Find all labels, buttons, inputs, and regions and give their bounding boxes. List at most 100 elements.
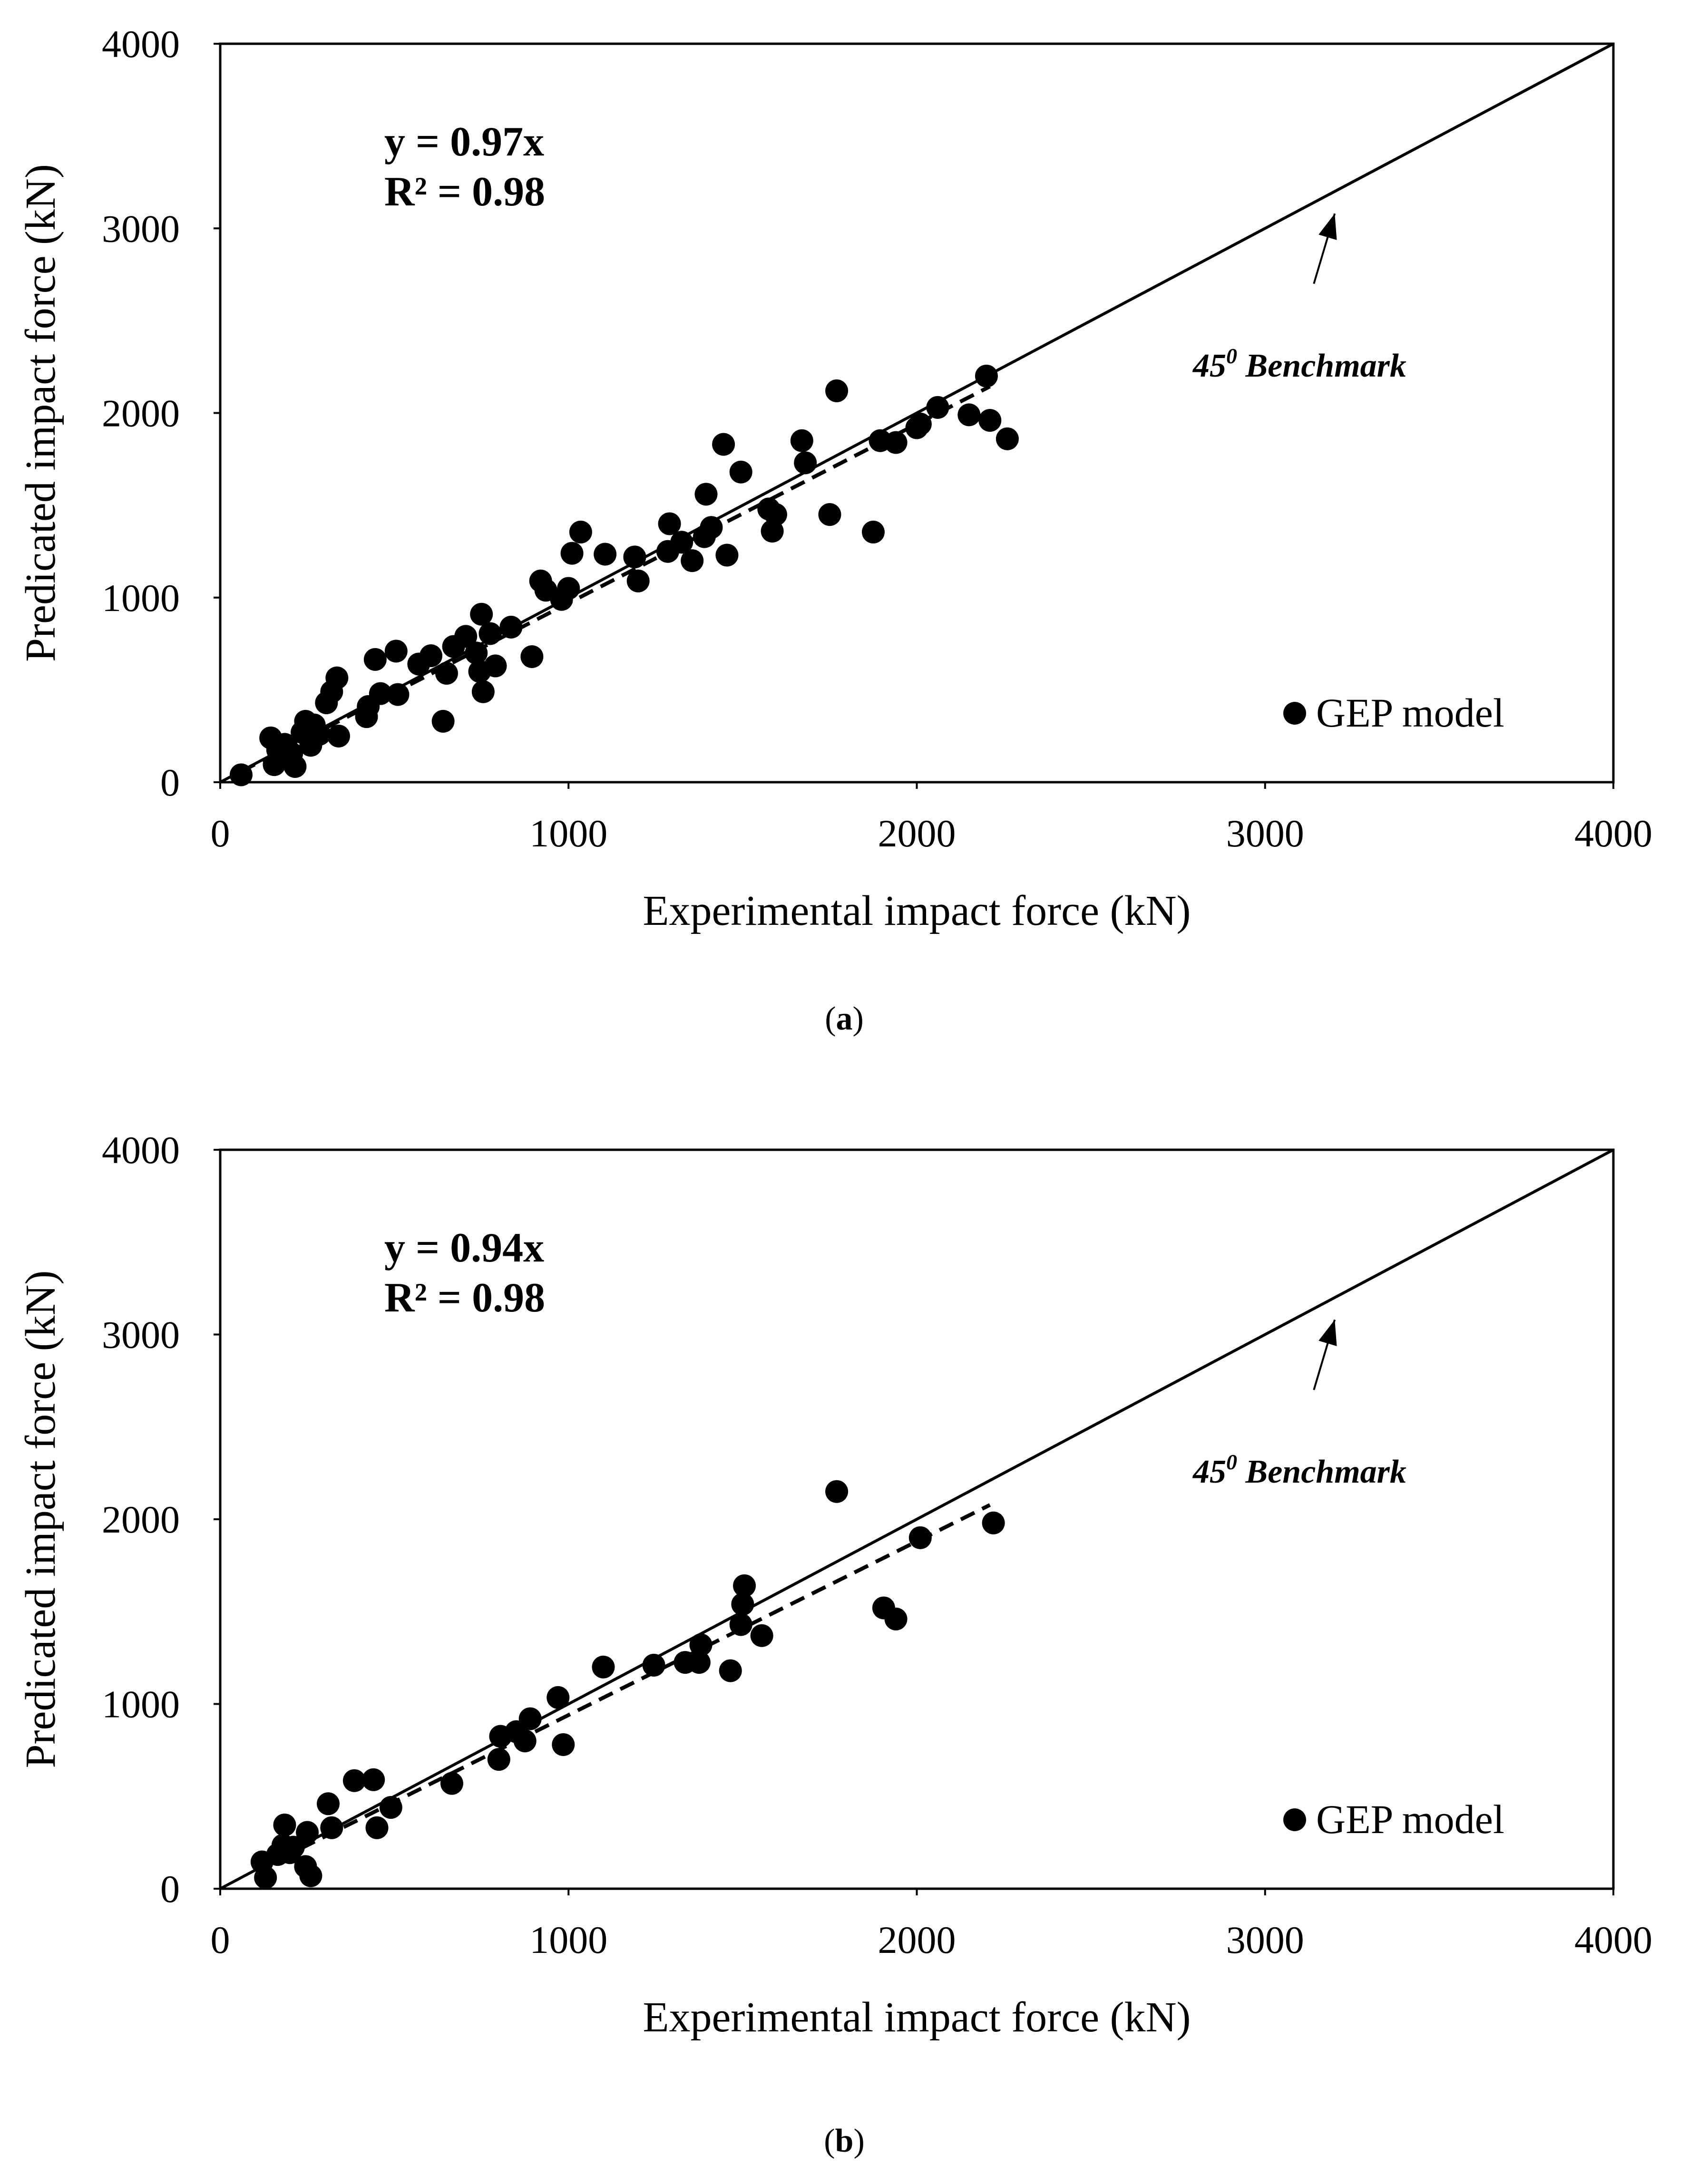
y-tick-label: 3000 (102, 1313, 180, 1357)
data-point (283, 755, 307, 778)
legend-label: GEP model (1316, 690, 1504, 736)
data-point (520, 645, 544, 668)
caption-open-paren: ( (824, 2123, 835, 2159)
data-point (299, 1864, 322, 1887)
y-tick-label: 0 (160, 761, 180, 804)
data-point (484, 654, 507, 678)
x-axis-label: Experimental impact force (kN) (643, 887, 1191, 934)
x-tick-label: 1000 (529, 812, 607, 855)
data-point (712, 433, 735, 456)
data-point (884, 1607, 908, 1631)
data-point (825, 379, 849, 402)
benchmark-label-number: 45 (1192, 348, 1226, 384)
data-point (518, 1707, 542, 1730)
data-point (626, 569, 650, 592)
data-point (926, 396, 949, 419)
data-point (557, 577, 580, 600)
data-point (362, 1768, 385, 1791)
data-point (729, 1613, 752, 1636)
data-point (369, 682, 392, 705)
reference-line-45deg (219, 42, 1614, 784)
x-axis-label: Experimental impact force (kN) (643, 1994, 1191, 2041)
data-point (379, 1796, 402, 1819)
data-point (978, 409, 1002, 432)
data-point (499, 615, 523, 639)
x-tick-label: 3000 (1226, 1918, 1304, 1961)
data-point (470, 602, 493, 626)
data-point (687, 1651, 711, 1674)
data-point (513, 1729, 537, 1753)
data-point (273, 1813, 296, 1836)
data-point (658, 512, 681, 535)
data-point (365, 1816, 389, 1839)
panel-caption: (b) (824, 2123, 865, 2159)
x-tick-label: 2000 (878, 812, 956, 855)
trendline-dashed (257, 1503, 991, 1872)
y-tick-label: 1000 (102, 1683, 180, 1726)
y-axis-label: Predicated impact force (kN) (17, 1271, 64, 1768)
data-point (996, 427, 1019, 450)
data-point (975, 364, 998, 388)
data-point (719, 1659, 742, 1682)
x-tick-label: 1000 (529, 1918, 607, 1961)
data-point (384, 640, 408, 663)
caption-close-paren: ) (853, 1000, 864, 1037)
data-point (908, 1526, 932, 1549)
benchmark-arrowhead (1318, 1320, 1337, 1346)
data-point (592, 1655, 615, 1679)
data-point (327, 724, 350, 747)
caption-letter: b (835, 2123, 854, 2159)
data-point (670, 531, 693, 554)
trendline-dashed (240, 385, 991, 773)
data-point (569, 520, 592, 544)
y-tick-label: 3000 (102, 207, 180, 250)
data-point (229, 763, 253, 786)
chart-panel-a: 0 1000 2000 3000 4000 0 1000 2000 3000 4000 Experi… (17, 22, 1652, 1037)
legend-marker (1283, 1808, 1306, 1831)
y-tick-label: 2000 (102, 1498, 180, 1541)
x-tick-label: 4000 (1574, 1918, 1652, 1961)
data-point (560, 542, 584, 565)
data-point (715, 544, 739, 567)
data-point (386, 683, 410, 706)
benchmark-label-text: Benchmark (1237, 348, 1406, 384)
r-squared-label: R² = 0.98 (384, 169, 545, 215)
benchmark-label-text: Benchmark (1237, 1454, 1406, 1490)
data-point (478, 622, 502, 645)
benchmark-arrowhead (1318, 214, 1337, 240)
legend-marker (1283, 702, 1306, 725)
data-point (818, 503, 841, 526)
panel-caption: (a) (825, 1000, 864, 1037)
caption-open-paren: ( (825, 1000, 836, 1037)
data-point (861, 520, 885, 544)
data-point (694, 483, 718, 506)
r-squared-label: R² = 0.98 (384, 1275, 545, 1321)
data-point (431, 709, 455, 733)
data-point (316, 1792, 340, 1815)
data-point (642, 1653, 665, 1677)
data-point (689, 1633, 713, 1657)
caption-close-paren: ) (853, 2123, 864, 2159)
data-point (420, 644, 443, 668)
x-tick-label: 0 (211, 1918, 230, 1961)
data-point (594, 543, 617, 566)
equation-label: y = 0.94x (384, 1225, 544, 1271)
y-tick-label: 4000 (102, 1128, 180, 1172)
data-point (465, 641, 488, 665)
data-point (982, 1511, 1005, 1534)
data-point (296, 1821, 319, 1844)
data-point (908, 412, 932, 436)
data-point (794, 451, 817, 475)
data-point (454, 625, 478, 648)
data-point (547, 1686, 570, 1709)
data-point (790, 429, 813, 452)
chart-panel-b: 0 1000 2000 3000 4000 0 1000 2000 3000 4000 Experi… (17, 1128, 1652, 2159)
legend-label: GEP model (1316, 1796, 1504, 1842)
x-tick-label: 0 (211, 812, 230, 855)
y-tick-label: 1000 (102, 576, 180, 620)
x-tick-label: 4000 (1574, 812, 1652, 855)
y-tick-label: 2000 (102, 392, 180, 435)
data-point (435, 661, 458, 685)
x-tick-label: 3000 (1226, 812, 1304, 855)
